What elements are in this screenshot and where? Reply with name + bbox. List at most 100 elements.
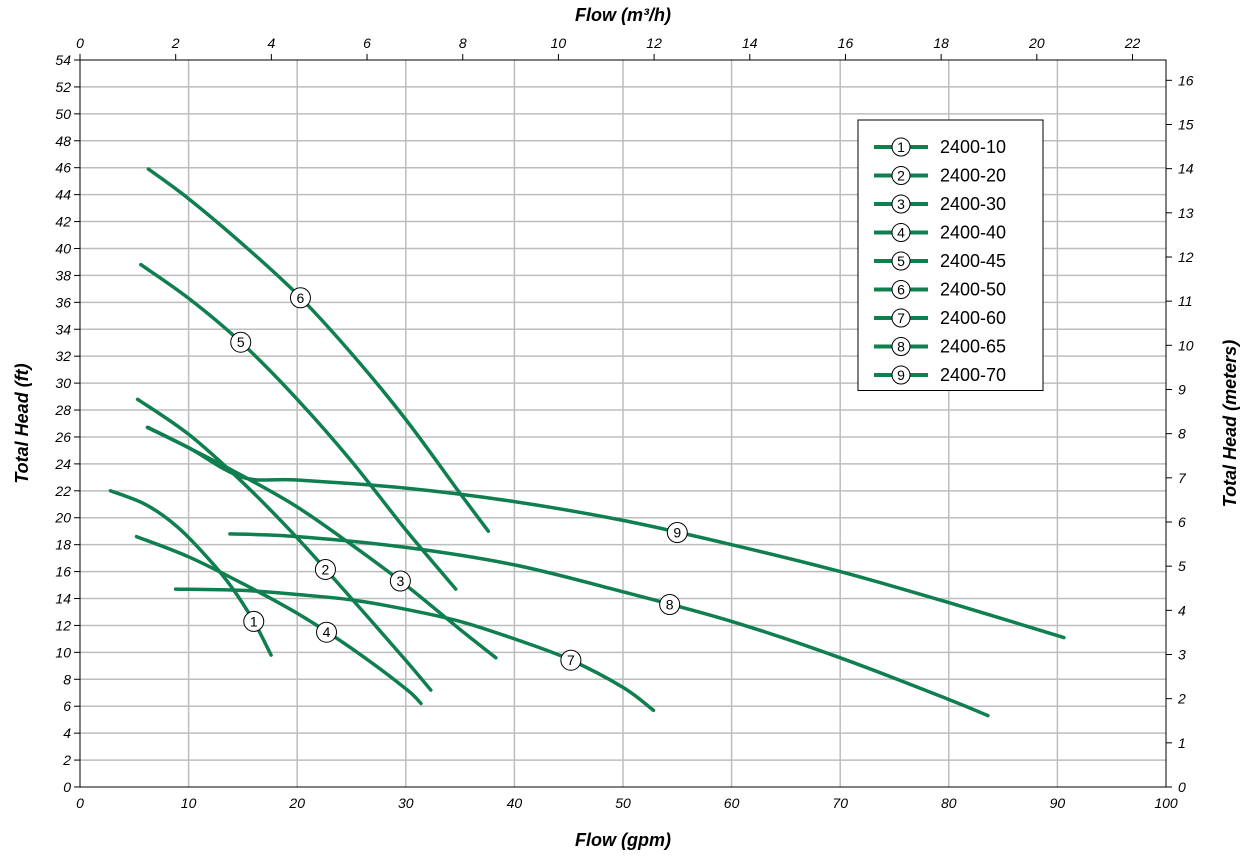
curve-marker-7 xyxy=(560,649,582,671)
curve-marker-1 xyxy=(243,610,265,632)
plot-area-border xyxy=(79,59,1167,788)
x-tick-label: 60 xyxy=(724,795,740,811)
top-tick-label: 0 xyxy=(76,35,84,51)
right-tick-label: 2 xyxy=(1177,691,1186,707)
axis-ticks: 0 10 20 30 40 50 60 70 80 90 100024681012141618202… xyxy=(54,35,1193,811)
y-tick-label: 50 xyxy=(55,106,71,122)
top-tick-label: 10 xyxy=(551,35,567,51)
curve-marker-4 xyxy=(316,621,338,643)
series-line-2400-50 xyxy=(146,167,491,533)
y-tick-label: 48 xyxy=(55,133,71,149)
legend: 1 2400-10 2 2400-20 3 2400-30 4 2400-40 5 2400-45… xyxy=(857,119,1044,391)
curve-marker-label: 7 xyxy=(567,652,575,668)
y-tick-label: 54 xyxy=(55,52,71,68)
y-tick-label: 8 xyxy=(63,671,71,687)
top-tick-label: 2 xyxy=(171,35,180,51)
y-tick-label: 22 xyxy=(54,483,71,499)
legend-marker-label: 1 xyxy=(897,139,905,155)
right-tick-label: 12 xyxy=(1178,249,1194,265)
right-tick-label: 0 xyxy=(1178,779,1186,795)
right-tick-label: 8 xyxy=(1178,426,1186,442)
curve-marker-label: 3 xyxy=(396,573,404,589)
x-tick-label: 40 xyxy=(507,795,523,811)
y-tick-label: 32 xyxy=(55,348,71,364)
right-tick-label: 1 xyxy=(1178,735,1186,751)
legend-marker-label: 3 xyxy=(897,196,905,212)
top-tick-label: 6 xyxy=(363,35,371,51)
curves xyxy=(108,167,1066,718)
top-tick-label: 14 xyxy=(742,35,758,51)
y-tick-label: 0 xyxy=(63,779,71,795)
series-line-2400-40 xyxy=(134,534,423,706)
right-tick-label: 11 xyxy=(1178,293,1193,309)
curve-marker-2 xyxy=(314,558,336,580)
y-tick-label: 2 xyxy=(62,752,71,768)
y-tick-label: 20 xyxy=(54,510,71,526)
y-tick-label: 44 xyxy=(55,187,71,203)
x-tick-label: 50 xyxy=(615,795,631,811)
legend-marker xyxy=(891,337,911,356)
legend-marker xyxy=(891,223,911,242)
curve-marker-label: 6 xyxy=(297,290,305,306)
curve-marker-label: 8 xyxy=(666,597,674,613)
y-tick-label: 6 xyxy=(63,698,71,714)
legend-entry-2400-45: 2400-45 xyxy=(940,251,1006,271)
curve-marker-label: 1 xyxy=(250,613,258,629)
legend-entry-2400-40: 2400-40 xyxy=(940,223,1006,243)
curve-marker-label: 2 xyxy=(322,561,330,577)
x-tick-label: 0 xyxy=(76,795,84,811)
x-tick-label: 70 xyxy=(832,795,848,811)
legend-marker-label: 4 xyxy=(897,225,905,241)
y-tick-label: 42 xyxy=(55,214,71,230)
legend-marker xyxy=(891,251,911,271)
y-tick-label: 16 xyxy=(55,564,71,580)
right-tick-label: 9 xyxy=(1178,381,1186,397)
top-tick-label: 22 xyxy=(1124,35,1141,51)
top-tick-label: 4 xyxy=(267,35,275,51)
series-line-2400-10 xyxy=(108,489,273,657)
legend-marker xyxy=(891,308,911,328)
curve-marker-label: 5 xyxy=(237,334,245,350)
top-tick-label: 18 xyxy=(933,35,949,51)
legend-marker-label: 6 xyxy=(897,282,905,298)
y-tick-label: 10 xyxy=(55,644,71,660)
curve-marker-label: 9 xyxy=(673,525,681,541)
x-tick-label: 10 xyxy=(181,795,197,811)
right-tick-label: 6 xyxy=(1178,514,1186,530)
right-axis-title: Total Head (meters) xyxy=(1220,340,1240,507)
legend-marker xyxy=(891,365,911,385)
y-tick-label: 40 xyxy=(55,240,71,256)
legend-entry-2400-10: 2400-10 xyxy=(940,137,1006,157)
top-axis-title: Flow (m³/h) xyxy=(575,5,671,25)
y-tick-label: 46 xyxy=(55,160,71,176)
y-tick-label: 26 xyxy=(54,429,71,445)
y-tick-label: 18 xyxy=(55,537,71,553)
y-tick-label: 24 xyxy=(54,456,71,472)
legend-marker xyxy=(891,194,911,214)
x-tick-label: 20 xyxy=(288,795,305,811)
right-tick-label: 13 xyxy=(1178,205,1194,221)
y-axis-title: Total Head (ft) xyxy=(12,363,32,483)
x-tick-label: 90 xyxy=(1050,795,1066,811)
curve-marker-6 xyxy=(289,287,311,309)
legend-marker xyxy=(891,166,911,185)
x-tick-label: 80 xyxy=(941,795,957,811)
right-tick-label: 5 xyxy=(1178,558,1186,574)
top-tick-label: 8 xyxy=(459,35,467,51)
legend-entry-2400-20: 2400-20 xyxy=(940,166,1006,186)
curve-marker-5 xyxy=(230,331,252,353)
legend-marker-label: 8 xyxy=(897,339,905,355)
curve-marker-label: 4 xyxy=(323,624,331,640)
legend-marker-label: 5 xyxy=(897,253,905,269)
right-tick-label: 15 xyxy=(1178,116,1194,132)
curve-markers: 1 2 3 4 5 6 7 8 9 xyxy=(230,287,688,671)
curve-marker-9 xyxy=(666,522,688,544)
series-line-2400-70 xyxy=(146,425,1066,640)
legend-entry-2400-65: 2400-65 xyxy=(940,337,1006,357)
y-tick-label: 14 xyxy=(55,591,71,607)
top-tick-label: 20 xyxy=(1028,35,1045,51)
series-line-2400-60 xyxy=(173,587,656,713)
x-axis-title: Flow (gpm) xyxy=(575,830,671,850)
y-tick-label: 36 xyxy=(55,294,71,310)
